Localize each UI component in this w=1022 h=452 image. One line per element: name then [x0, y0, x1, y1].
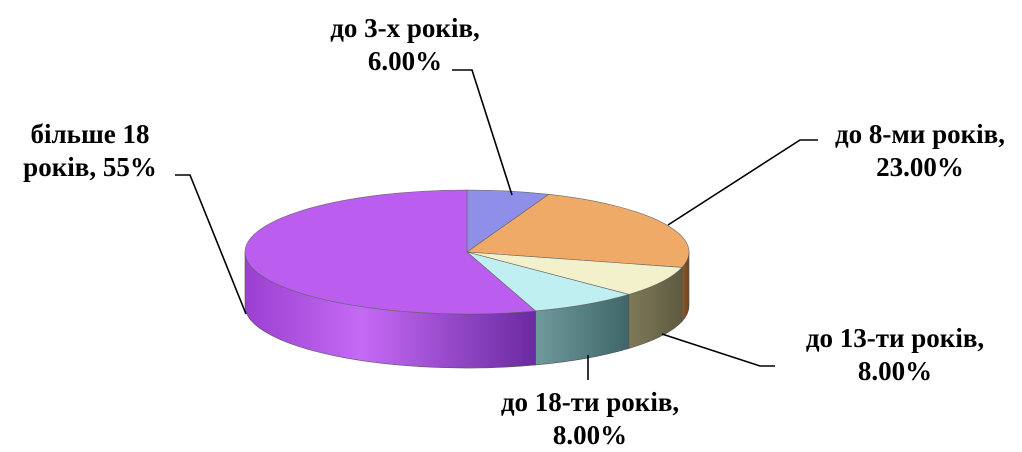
leader-line-0	[452, 69, 513, 196]
slice-label-1: до 8-ми років, 23.00%	[834, 119, 1005, 182]
slice-label-2: до 13-ти років, 8.00%	[805, 323, 985, 386]
pie-slice-2	[466, 251, 683, 295]
pie-slice-3	[466, 251, 630, 312]
pie-sides	[244, 251, 690, 369]
pie-tops	[244, 189, 690, 315]
slice-label-4: більше 18 років, 55%	[23, 119, 157, 182]
slice-label-0: до 3-х років, 6.00%	[330, 13, 480, 76]
leader-line-1	[667, 139, 818, 226]
leader-lines	[175, 69, 818, 380]
pie-slice-1	[466, 194, 690, 268]
pie-slice-4	[244, 189, 537, 315]
leader-line-4	[175, 174, 247, 315]
leader-line-2	[661, 333, 775, 367]
slice-label-3: до 18-ти років, 8.00%	[500, 387, 680, 450]
